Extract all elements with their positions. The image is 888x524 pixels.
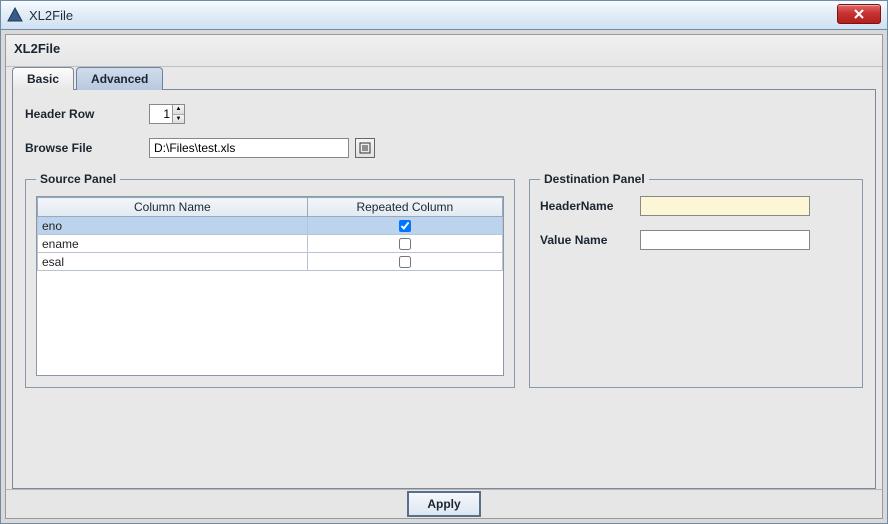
browse-file-field: Browse File [25,138,863,158]
table-row[interactable]: eno [38,217,503,235]
tab-body: Header Row ▲ ▼ Browse File [12,89,876,489]
dialog-title: XL2File [6,35,882,67]
header-row-input[interactable] [150,105,172,123]
table-row[interactable]: ename [38,235,503,253]
close-button[interactable] [837,4,881,24]
cell-repeated[interactable] [307,253,502,271]
cell-repeated[interactable] [307,235,502,253]
header-row-label: Header Row [25,107,149,121]
tab-advanced[interactable]: Advanced [76,67,163,90]
col-header-repeated[interactable]: Repeated Column [307,198,502,217]
repeated-checkbox[interactable] [399,238,411,250]
browse-button[interactable] [355,138,375,158]
header-row-spinner[interactable]: ▲ ▼ [149,104,185,124]
cell-column-name[interactable]: ename [38,235,308,253]
source-panel: Source Panel Column Name Repeated Column [25,172,515,388]
tab-area: Basic Advanced Header Row ▲ ▼ Browse Fil [6,66,882,489]
browse-file-input[interactable] [149,138,349,158]
repeated-checkbox[interactable] [399,256,411,268]
app-icon [7,7,23,23]
client-area: XL2File Basic Advanced Header Row ▲ ▼ [0,30,888,524]
source-panel-legend: Source Panel [36,172,120,186]
source-grid[interactable]: Column Name Repeated Column enoenameesal [36,196,504,376]
header-name-label: HeaderName [540,199,640,213]
browse-icon [359,142,371,154]
destination-panel: Destination Panel HeaderName Value Name [529,172,863,388]
close-icon [854,9,864,19]
tab-basic[interactable]: Basic [12,67,74,90]
titlebar: XL2File [0,0,888,30]
spinner-up-icon[interactable]: ▲ [173,105,184,114]
panels-row: Source Panel Column Name Repeated Column [25,172,863,388]
spinner-down-icon[interactable]: ▼ [173,114,184,124]
value-name-label: Value Name [540,233,640,247]
destination-panel-legend: Destination Panel [540,172,649,186]
browse-file-label: Browse File [25,141,149,155]
header-name-field: HeaderName [540,196,852,216]
window-title: XL2File [29,8,73,23]
tab-strip: Basic Advanced [12,67,876,90]
repeated-checkbox[interactable] [399,220,411,232]
header-name-input[interactable] [640,196,810,216]
value-name-input[interactable] [640,230,810,250]
header-row-field: Header Row ▲ ▼ [25,104,863,124]
cell-column-name[interactable]: eno [38,217,308,235]
button-bar: Apply [6,489,882,518]
value-name-field: Value Name [540,230,852,250]
table-row[interactable]: esal [38,253,503,271]
col-header-name[interactable]: Column Name [38,198,308,217]
apply-button[interactable]: Apply [407,491,480,517]
cell-column-name[interactable]: esal [38,253,308,271]
cell-repeated[interactable] [307,217,502,235]
dialog-frame: XL2File Basic Advanced Header Row ▲ ▼ [5,34,883,519]
